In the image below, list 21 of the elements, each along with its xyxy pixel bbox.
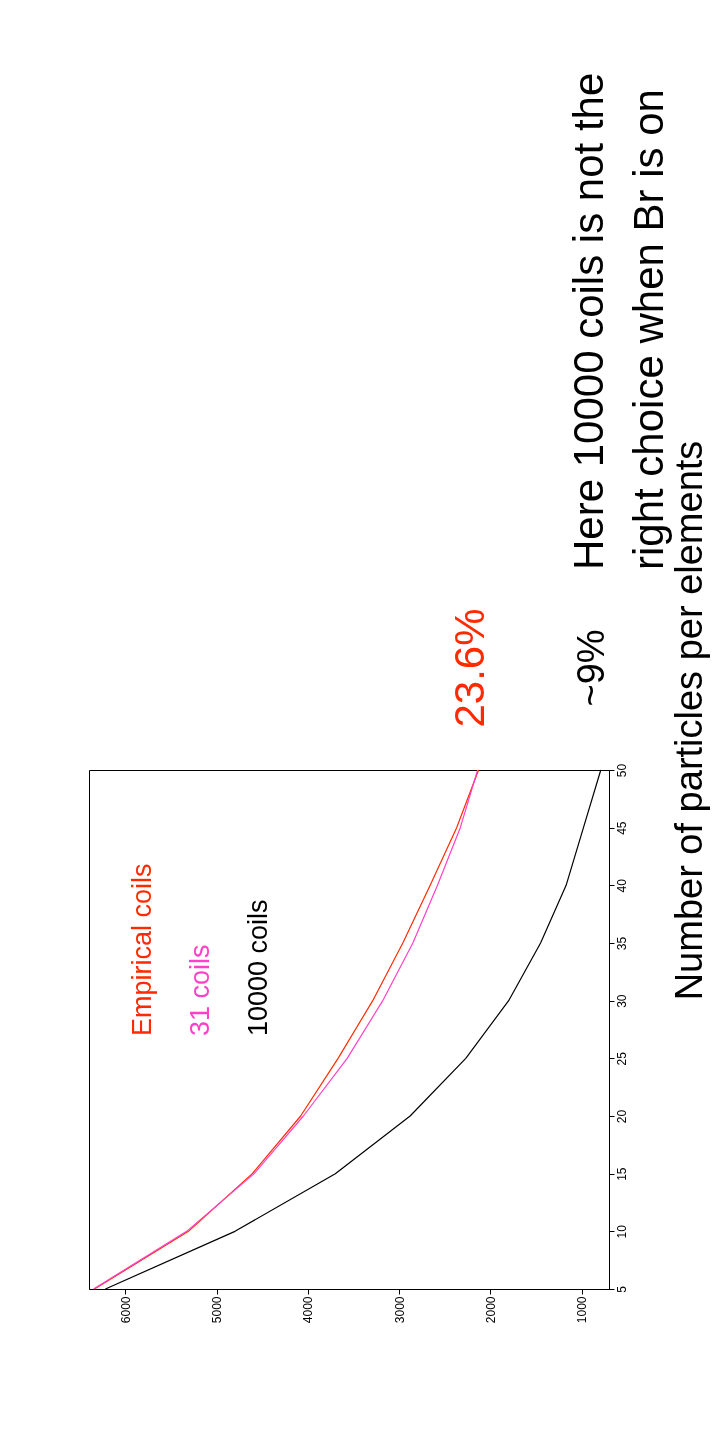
annotation: ~9% (569, 629, 612, 707)
y-tick-label: 40 (614, 878, 629, 893)
x-tick-label: 1000 (575, 1296, 590, 1324)
x-tick-label: 4000 (301, 1296, 316, 1324)
x-tick-label: 3000 (392, 1296, 407, 1324)
y-tick-label: 30 (614, 994, 629, 1008)
y-tick-label: 50 (614, 763, 629, 778)
text: Empirical coils (127, 863, 157, 1036)
y-tick-label: 25 (614, 1051, 629, 1066)
y-tick-label: 15 (614, 1167, 629, 1181)
y-tick-label: 35 (614, 936, 629, 951)
x-tick-label: 5000 (210, 1296, 225, 1324)
annotation: 23.6% (445, 608, 493, 728)
y-tick-label: 20 (614, 1109, 629, 1124)
text: 31 coils (185, 944, 215, 1036)
y-tick-label: 10 (614, 1224, 629, 1239)
y-tick-label: 5 (614, 1285, 629, 1293)
text: 10000 coils (243, 899, 273, 1036)
x-tick-label: 6000 (118, 1296, 133, 1324)
x-tick-label: 2000 (483, 1296, 498, 1324)
y-tick-label: 45 (614, 821, 629, 835)
